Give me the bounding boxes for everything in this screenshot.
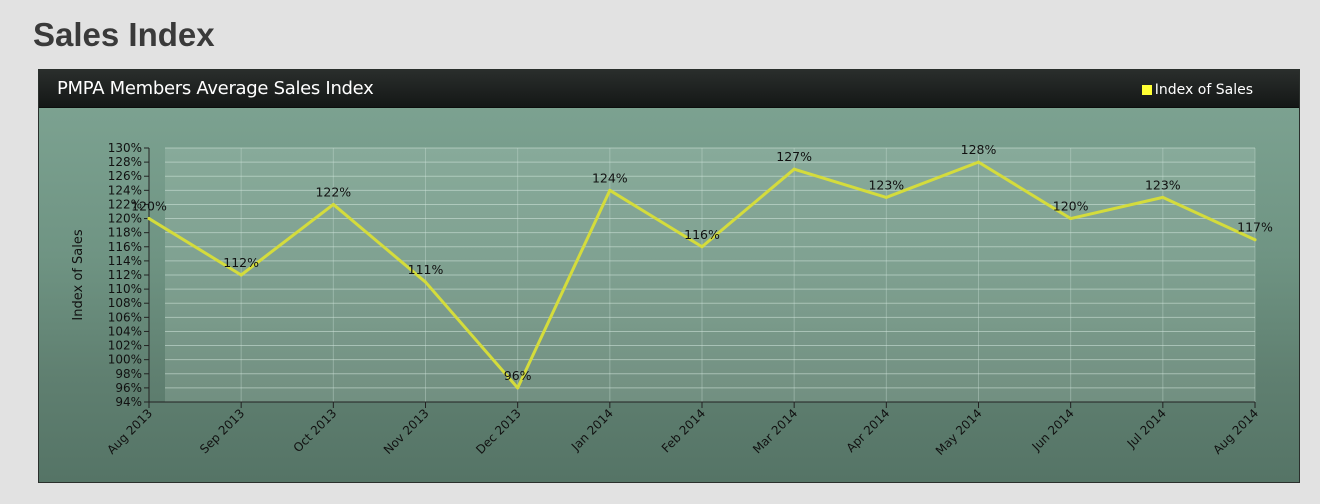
y-tick-label: 114% — [108, 254, 142, 268]
data-point — [884, 195, 888, 199]
y-axis-label: Index of Sales — [71, 229, 86, 320]
sales-index-chart: 94%96%98%100%102%104%106%108%110%112%114… — [71, 141, 1273, 458]
x-tick-label: Jan 2014 — [568, 406, 616, 454]
y-tick-label: 130% — [108, 141, 142, 155]
data-point — [424, 280, 427, 284]
data-label: 123% — [1145, 177, 1181, 192]
y-tick-label: 116% — [108, 240, 142, 254]
data-label: 127% — [776, 149, 812, 164]
data-point — [331, 202, 335, 206]
y-tick-label: 124% — [108, 183, 142, 197]
x-tick-label: May 2014 — [933, 406, 985, 458]
data-label: 120% — [131, 199, 167, 214]
y-tick-label: 108% — [108, 296, 142, 310]
legend-label: Index of Sales — [1154, 82, 1253, 98]
x-tick-label: Mar 2014 — [750, 406, 800, 456]
data-label: 122% — [315, 184, 351, 199]
y-tick-label: 104% — [108, 324, 142, 338]
x-tick-label: Oct 2013 — [291, 406, 340, 455]
chart-legend[interactable]: Index of Sales — [1141, 82, 1253, 98]
data-label: 96% — [504, 368, 532, 383]
data-label: 112% — [223, 255, 259, 270]
page-title: Sales Index — [33, 16, 215, 53]
data-label: 120% — [1053, 199, 1089, 214]
data-point — [977, 160, 980, 164]
y-tick-label: 94% — [115, 395, 142, 409]
y-tick-label: 120% — [108, 212, 142, 226]
x-tick-label: Jun 2014 — [1029, 406, 1077, 454]
chart-panel: PMPA Members Average Sales Index Index o… — [38, 69, 1300, 483]
data-point — [1161, 195, 1165, 199]
x-tick-label: Aug 2013 — [104, 406, 155, 457]
x-tick-label: Dec 2013 — [473, 406, 524, 457]
data-point — [147, 217, 151, 221]
x-tick-label: Feb 2014 — [659, 406, 708, 455]
x-tick-label: Aug 2014 — [1210, 406, 1261, 457]
data-label: 123% — [868, 177, 904, 192]
y-tick-label: 126% — [108, 169, 142, 183]
data-point — [608, 188, 612, 192]
x-tick-label: Apr 2014 — [844, 406, 893, 455]
data-point — [239, 273, 243, 277]
y-tick-label: 100% — [108, 353, 142, 367]
data-point — [700, 245, 704, 249]
legend-swatch — [1141, 85, 1152, 95]
y-tick-label: 106% — [108, 310, 142, 324]
y-tick-label: 118% — [108, 226, 142, 240]
data-point — [1253, 238, 1257, 242]
y-tick-label: 128% — [108, 155, 142, 169]
y-tick-label: 98% — [115, 367, 142, 381]
data-label: 117% — [1237, 220, 1273, 235]
x-tick-label: Jul 2014 — [1124, 406, 1169, 451]
data-label: 116% — [684, 227, 720, 242]
y-tick-label: 122% — [108, 197, 142, 211]
data-point — [792, 167, 796, 171]
data-label: 128% — [961, 142, 997, 157]
data-label: 111% — [408, 262, 444, 277]
y-tick-label: 96% — [115, 381, 142, 395]
chart-header: PMPA Members Average Sales Index Index o… — [39, 70, 1299, 108]
y-tick-label: 102% — [108, 339, 142, 353]
x-tick-label: Sep 2013 — [197, 406, 247, 456]
data-label: 124% — [592, 170, 628, 185]
x-tick-label: Nov 2013 — [381, 406, 432, 457]
y-tick-label: 112% — [108, 268, 142, 282]
chart-title: PMPA Members Average Sales Index — [57, 78, 374, 99]
data-point — [516, 386, 520, 390]
data-point — [1069, 217, 1073, 221]
y-tick-label: 110% — [108, 282, 142, 296]
